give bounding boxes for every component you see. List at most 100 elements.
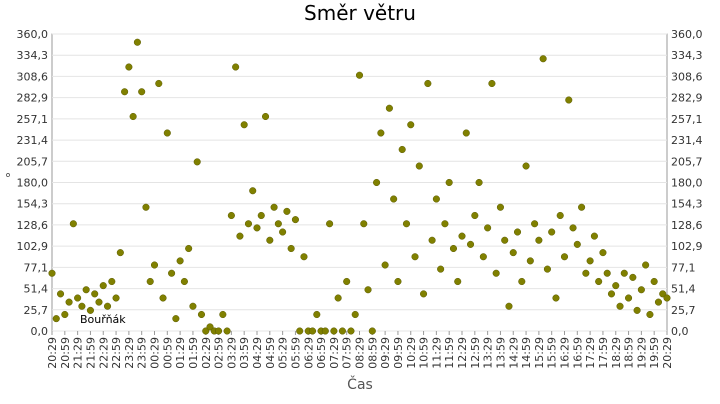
data-point xyxy=(595,277,603,286)
x-tick-label: 08:59 xyxy=(366,337,379,369)
data-point xyxy=(249,187,257,195)
x-tick-label: 02:59 xyxy=(213,337,226,369)
data-point xyxy=(300,253,308,261)
data-point xyxy=(659,290,667,298)
data-point xyxy=(296,327,304,335)
x-tick-label: 07:29 xyxy=(328,337,341,369)
data-point xyxy=(232,63,240,71)
data-point xyxy=(377,129,385,137)
data-point xyxy=(654,298,663,306)
y2-tick-label: 205,7 xyxy=(671,155,703,168)
data-point xyxy=(287,244,295,253)
data-point xyxy=(381,261,389,269)
data-point xyxy=(625,294,633,302)
legend-label: Bouřňák xyxy=(80,313,126,326)
y2-tick-label: 282,9 xyxy=(671,92,703,105)
data-point xyxy=(355,71,364,79)
data-point xyxy=(513,228,522,236)
data-point xyxy=(560,253,569,261)
x-tick-label: 20:29 xyxy=(661,337,674,369)
x-tick-label: 23:29 xyxy=(123,337,136,369)
y2-tick-label: 102,9 xyxy=(671,240,703,253)
data-point xyxy=(432,195,440,203)
data-point xyxy=(454,277,462,286)
data-point xyxy=(129,112,137,121)
x-tick-label: 18:59 xyxy=(623,337,636,369)
data-point xyxy=(138,88,146,96)
data-point xyxy=(441,220,449,228)
y-tick-label: 77,1 xyxy=(24,261,49,274)
data-point xyxy=(407,121,415,129)
data-point xyxy=(373,178,381,187)
y2-tick-label: 360,0 xyxy=(671,28,703,41)
data-point xyxy=(556,211,564,220)
x-tick-label: 04:59 xyxy=(264,337,277,369)
x-tick-label: 01:59 xyxy=(187,337,200,369)
data-point xyxy=(637,286,645,294)
data-point xyxy=(48,269,56,277)
data-point xyxy=(462,129,470,137)
x-tick-label: 09:29 xyxy=(379,337,392,369)
x-tick-label: 03:59 xyxy=(238,337,251,369)
x-tick-label: 19:29 xyxy=(635,337,648,369)
x-tick-label: 22:29 xyxy=(97,337,110,369)
data-point xyxy=(437,265,445,273)
y-tick-label: 25,7 xyxy=(24,304,49,317)
y-tick-label: 308,6 xyxy=(17,70,49,83)
data-point xyxy=(116,249,124,257)
y2-tick-label: 128,6 xyxy=(671,219,703,232)
data-point xyxy=(543,265,551,273)
data-point xyxy=(620,269,628,277)
data-point xyxy=(522,162,530,170)
data-point xyxy=(65,298,73,306)
data-point xyxy=(86,306,94,314)
data-point xyxy=(74,294,82,302)
data-point xyxy=(548,228,556,236)
data-point xyxy=(103,302,112,310)
y-tick-label: 0,0 xyxy=(31,325,49,338)
data-point xyxy=(466,240,475,248)
data-point xyxy=(599,249,607,257)
data-point xyxy=(334,294,342,302)
x-tick-label: 21:29 xyxy=(72,337,85,369)
x-tick-label: 04:29 xyxy=(251,337,264,369)
data-point xyxy=(236,232,244,240)
data-point xyxy=(492,269,500,277)
x-tick-label: 16:59 xyxy=(571,337,584,369)
x-tick-label: 19:59 xyxy=(648,337,661,369)
y-tick-label: 180,0 xyxy=(17,177,49,190)
data-point xyxy=(586,257,594,265)
x-tick-label: 09:59 xyxy=(392,337,405,369)
data-point xyxy=(505,302,513,310)
data-point xyxy=(56,290,65,298)
data-point xyxy=(411,253,419,261)
x-tick-label: 15:29 xyxy=(533,337,546,369)
data-point xyxy=(189,302,197,310)
data-point xyxy=(573,240,581,248)
data-point xyxy=(176,257,184,265)
data-point xyxy=(125,63,133,71)
x-tick-label: 21:59 xyxy=(84,337,97,369)
x-tick-label: 17:59 xyxy=(597,337,610,369)
data-point xyxy=(616,302,624,310)
data-point xyxy=(552,294,560,302)
x-tick-label: 06:29 xyxy=(302,337,315,369)
data-point xyxy=(257,211,265,220)
y2-tick-label: 257,1 xyxy=(671,113,703,126)
y-tick-label: 231,4 xyxy=(17,134,49,147)
y-tick-label: 205,7 xyxy=(17,155,49,168)
data-point xyxy=(215,327,223,335)
x-tick-label: 08:29 xyxy=(354,337,367,369)
data-point xyxy=(240,121,248,129)
data-point xyxy=(360,220,368,228)
data-point xyxy=(270,203,278,211)
y2-tick-label: 308,6 xyxy=(671,70,703,83)
x-tick-label: 20:29 xyxy=(46,337,59,369)
data-point xyxy=(428,236,436,244)
data-point xyxy=(308,327,317,335)
data-point xyxy=(347,327,355,335)
x-tick-label: 20:59 xyxy=(59,337,72,369)
data-point xyxy=(390,195,398,203)
data-point xyxy=(99,282,107,290)
data-point xyxy=(146,277,154,286)
